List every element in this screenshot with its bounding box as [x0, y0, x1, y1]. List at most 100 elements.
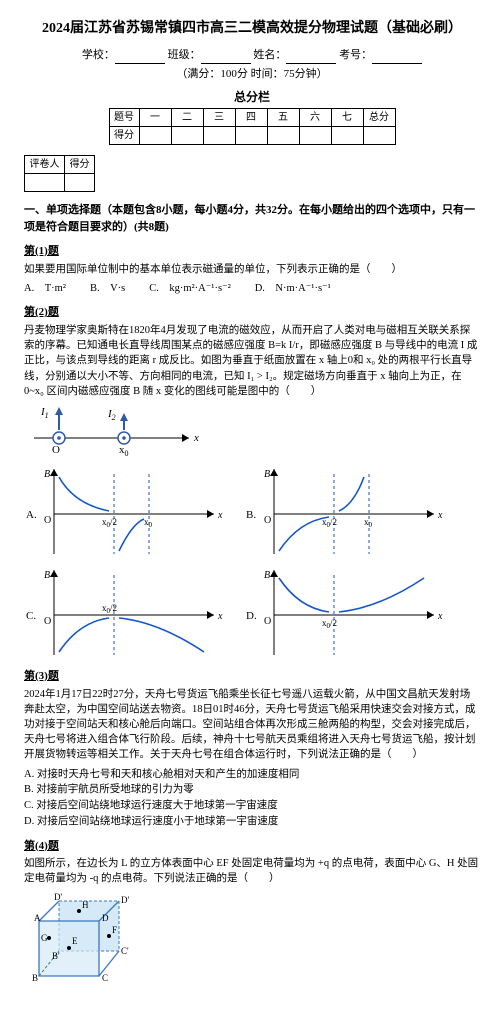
svg-text:B': B': [52, 951, 60, 961]
duration: （满分：100分 时间：75分钟）: [24, 66, 480, 83]
th-7: 七: [331, 109, 363, 127]
svg-text:x0/2: x0/2: [322, 517, 337, 529]
q2-graphs-row1: A. O x B x0 x0/2 B.: [24, 464, 480, 559]
row2-label: 得分: [109, 127, 139, 145]
th-5: 五: [267, 109, 299, 127]
school-blank: [115, 51, 165, 64]
th-8: 总分: [363, 109, 395, 127]
class-label: 班级：: [168, 49, 201, 61]
svg-text:O: O: [44, 616, 51, 627]
svg-text:D': D': [121, 895, 129, 905]
cube-diagram: A B C D D' D' C' B' E F H G: [24, 891, 480, 991]
q2-graph-c: C. O x B x0/2: [24, 565, 234, 660]
svg-text:C': C': [121, 946, 129, 956]
q4-body: 如图所示，在边长为 L 的立方体表面中心 EF 处固定电荷量均为 +q 的点电荷…: [24, 856, 480, 886]
sc-2: [171, 127, 203, 145]
q2-graph-b: B. O x B x0 x0/2: [244, 464, 454, 559]
svg-text:B: B: [44, 469, 50, 480]
svg-text:C.: C.: [26, 610, 36, 622]
q1-opt-b: B. V·s: [90, 281, 125, 297]
q2-label: 第(2)题: [24, 304, 480, 321]
svg-text:A.: A.: [26, 509, 37, 521]
svg-text:A: A: [34, 913, 41, 923]
svg-text:F: F: [112, 925, 117, 935]
wire-diagram: x O x0 I1 I2: [24, 403, 480, 458]
reviewer-table: 评卷人 得分: [24, 155, 95, 192]
examno-label: 考号：: [339, 49, 372, 61]
svg-text:B: B: [32, 973, 38, 983]
q3-body: 2024年1月17日22时27分，天舟七号货运飞船乘坐长征七号遥八运载火箭，从中…: [24, 687, 480, 763]
reviewer-v1: [25, 174, 65, 192]
score-row-header: 题号 一 二 三 四 五 六 七 总分: [109, 109, 395, 127]
sc-6: [299, 127, 331, 145]
q3-opt-d: D. 对接后空间站绕地球运行速度小于地球第一宇宙速度: [24, 814, 480, 830]
name-blank: [286, 51, 336, 64]
svg-text:x0: x0: [364, 517, 373, 529]
svg-text:B.: B.: [246, 509, 256, 521]
th-6: 六: [299, 109, 331, 127]
svg-text:x0/2: x0/2: [102, 603, 117, 615]
svg-text:D: D: [102, 913, 109, 923]
q2-graph-d: D. O x B x0/2: [244, 565, 454, 660]
svg-text:I2: I2: [107, 408, 116, 422]
name-label: 姓名：: [253, 49, 286, 61]
th-1: 一: [139, 109, 171, 127]
doc-title: 2024届江苏省苏锡常镇四市高三二模高效提分物理试题（基础必刷）: [24, 18, 480, 39]
q2-body: 丹麦物理学家奥斯特在1820年4月发现了电流的磁效应，从而开启了人类对电与磁相互…: [24, 323, 480, 399]
svg-text:x0/2: x0/2: [102, 517, 117, 529]
sc-8: [363, 127, 395, 145]
svg-text:H: H: [82, 900, 89, 910]
q1-opt-c: C. kg·m²·A⁻¹·s⁻²: [149, 281, 230, 297]
q1-label: 第(1)题: [24, 243, 480, 260]
th-3: 三: [203, 109, 235, 127]
sc-4: [235, 127, 267, 145]
svg-text:C: C: [102, 973, 108, 983]
sc-3: [203, 127, 235, 145]
q1-options: A. T·m² B. V·s C. kg·m²·A⁻¹·s⁻² D. N·m·A…: [24, 281, 480, 297]
reviewer-v2: [65, 174, 95, 192]
svg-text:x: x: [217, 510, 223, 521]
q3-label: 第(3)题: [24, 668, 480, 685]
svg-text:x: x: [437, 611, 443, 622]
svg-text:E: E: [72, 936, 78, 946]
q2-graph-a: A. O x B x0 x0/2: [24, 464, 234, 559]
meta-line-1: 学校： 班级： 姓名： 考号：: [24, 47, 480, 64]
svg-text:D': D': [54, 892, 62, 902]
svg-text:x: x: [193, 432, 199, 444]
svg-text:x0: x0: [144, 517, 153, 529]
svg-text:x: x: [437, 510, 443, 521]
q3-opt-b: B. 对接前宇航员所受地球的引力为零: [24, 782, 480, 798]
q4-label: 第(4)题: [24, 838, 480, 855]
svg-text:B: B: [264, 570, 270, 581]
svg-text:x: x: [217, 611, 223, 622]
sc-7: [331, 127, 363, 145]
svg-text:B: B: [264, 469, 270, 480]
q1-body: 如果要用国际单位制中的基本单位表示磁通量的单位，下列表示正确的是（ ）: [24, 262, 480, 277]
svg-text:O: O: [264, 515, 271, 526]
svg-text:I1: I1: [40, 406, 49, 420]
section-1-head: 一、单项选择题（本题包含8小题，每小题4分，共32分。在每小题给出的四个选项中，…: [24, 202, 480, 235]
q1-opt-d: D. N·m·A⁻¹·s⁻¹: [255, 281, 331, 297]
q1-opt-a: A. T·m²: [24, 281, 66, 297]
score-table-title: 总分栏: [24, 88, 480, 106]
th-0: 题号: [109, 109, 139, 127]
sc-5: [267, 127, 299, 145]
th-2: 二: [171, 109, 203, 127]
q3-options: A. 对接时天舟七号和天和核心舱相对天和产生的加速度相同 B. 对接前宇航员所受…: [24, 767, 480, 830]
q3-opt-a: A. 对接时天舟七号和天和核心舱相对天和产生的加速度相同: [24, 767, 480, 783]
svg-text:O: O: [44, 515, 51, 526]
q3-opt-c: C. 对接后空间站绕地球运行速度大于地球第一宇宙速度: [24, 798, 480, 814]
th-4: 四: [235, 109, 267, 127]
school-label: 学校：: [82, 49, 115, 61]
q2-graphs-row2: C. O x B x0/2 D. O: [24, 565, 480, 660]
examno-blank: [372, 51, 422, 64]
svg-text:D.: D.: [246, 610, 257, 622]
svg-text:G: G: [41, 933, 48, 943]
class-blank: [201, 51, 251, 64]
svg-text:B: B: [44, 570, 50, 581]
sc-1: [139, 127, 171, 145]
svg-text:x0: x0: [119, 444, 129, 458]
svg-text:O: O: [264, 616, 271, 627]
reviewer-h1: 评卷人: [25, 156, 65, 174]
svg-text:O: O: [52, 444, 60, 456]
